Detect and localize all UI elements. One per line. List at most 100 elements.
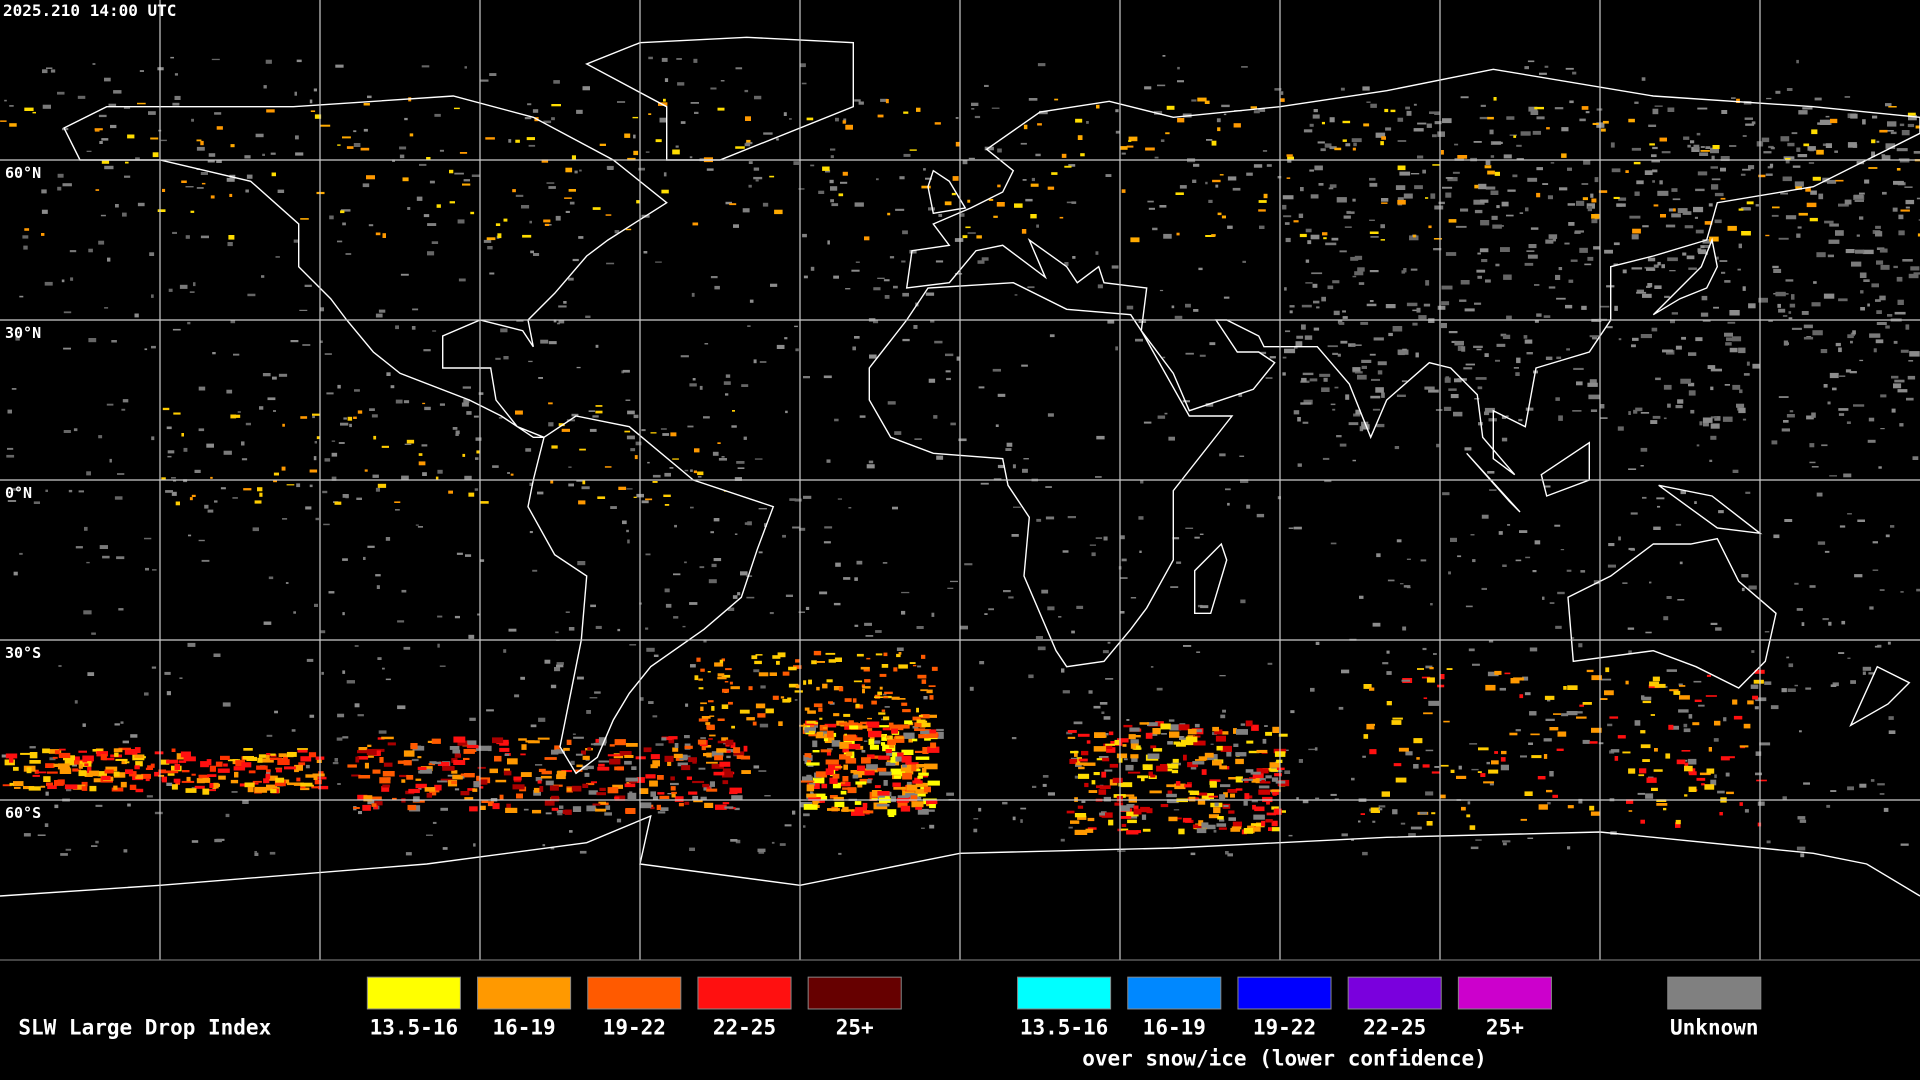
cloud-patch (521, 205, 530, 209)
cloud-patch (1350, 256, 1359, 261)
cloud-patch (1097, 284, 1103, 289)
cloud-patch (1876, 140, 1880, 143)
cloud-patch (1701, 295, 1708, 301)
cloud-patch (1688, 390, 1696, 396)
cloud-patch (655, 743, 664, 746)
cloud-patch (1258, 789, 1271, 795)
cloud-patch (1447, 177, 1458, 182)
cloud-patch (254, 851, 257, 853)
cloud-patch (1477, 252, 1481, 255)
cloud-patch (1485, 684, 1496, 691)
cloud-patch (915, 806, 923, 810)
cloud-patch (92, 63, 96, 65)
cloud-patch (550, 480, 554, 484)
cloud-patch (1529, 711, 1537, 716)
cloud-patch (376, 585, 380, 589)
cloud-patch (835, 766, 843, 769)
cloud-patch (174, 95, 181, 100)
cloud-patch (418, 786, 422, 790)
cloud-patch (1617, 735, 1626, 739)
cloud-patch (452, 749, 461, 754)
cloud-patch (735, 839, 741, 844)
cloud-patch (275, 256, 280, 258)
cloud-patch (1888, 716, 1894, 720)
cloud-patch (1742, 286, 1746, 291)
cloud-patch (579, 169, 582, 172)
cloud-patch (577, 676, 584, 680)
cloud-patch (921, 185, 931, 189)
cloud-patch (710, 87, 717, 90)
cloud-patch (813, 703, 823, 708)
cloud-patch (1727, 225, 1737, 231)
cloud-patch (808, 733, 823, 737)
cloud-patch (78, 750, 87, 753)
cloud-patch (627, 157, 636, 161)
cloud-patch (864, 770, 875, 776)
cloud-patch (61, 279, 65, 283)
cloud-patch (885, 749, 892, 753)
cloud-patch (625, 228, 632, 231)
cloud-patch (1076, 757, 1082, 760)
cloud-patch (822, 683, 828, 689)
cloud-patch (1330, 542, 1337, 545)
cloud-patch (24, 228, 30, 231)
cloud-patch (729, 203, 737, 206)
cloud-patch (1527, 60, 1535, 63)
cloud-patch (1847, 334, 1854, 339)
cloud-patch (916, 764, 929, 768)
cloud-patch (1797, 816, 1806, 820)
cloud-patch (1547, 698, 1551, 702)
cloud-patch (576, 480, 583, 482)
cloud-patch (661, 57, 668, 62)
cloud-patch (1516, 144, 1522, 147)
cloud-patch (585, 315, 591, 318)
cloud-patch (372, 769, 381, 774)
cloud-patch (1271, 827, 1281, 832)
cloud-patch (1543, 315, 1551, 318)
cloud-patch (1169, 731, 1180, 738)
cloud-patch (1212, 760, 1222, 766)
cloud-patch (418, 461, 426, 466)
cloud-patch (1906, 397, 1914, 401)
cloud-patch (748, 686, 753, 691)
cloud-patch (508, 139, 512, 143)
cloud-patch (1474, 302, 1482, 305)
cloud-patch (1152, 227, 1158, 231)
cloud-patch (492, 737, 504, 744)
cloud-patch (230, 144, 235, 148)
cloud-patch (711, 563, 717, 568)
cloud-patch (1384, 108, 1389, 113)
cloud-patch (178, 760, 187, 763)
cloud-patch (1341, 669, 1350, 674)
cloud-patch (909, 149, 917, 151)
cloud-patch (1563, 686, 1567, 690)
cloud-patch (1434, 766, 1440, 768)
cloud-patch (845, 758, 857, 764)
cloud-patch (1148, 207, 1155, 210)
cloud-patch (285, 582, 289, 584)
cloud-patch (395, 509, 400, 511)
cloud-patch (1576, 381, 1583, 386)
cloud-patch (1401, 380, 1408, 383)
cloud-patch (1258, 108, 1266, 112)
cloud-patch (1081, 800, 1086, 803)
cloud-patch (1501, 201, 1509, 207)
cloud-patch (98, 114, 107, 118)
cloud-patch (1721, 271, 1726, 274)
cloud-patch (743, 745, 748, 752)
cloud-patch (697, 739, 707, 745)
cloud-patch (590, 604, 596, 608)
cloud-patch (544, 757, 557, 760)
cloud-patch (544, 659, 551, 664)
cloud-patch (1717, 790, 1725, 794)
cloud-patch (1227, 853, 1233, 857)
cloud-patch (803, 495, 812, 499)
cloud-patch (1554, 524, 1561, 527)
cloud-patch (956, 356, 960, 361)
cloud-patch (1185, 352, 1194, 355)
cloud-patch (556, 774, 566, 780)
cloud-patch (1637, 792, 1645, 795)
cloud-patch (1313, 109, 1318, 113)
cloud-patch (1555, 397, 1560, 401)
cloud-patch (895, 736, 904, 739)
